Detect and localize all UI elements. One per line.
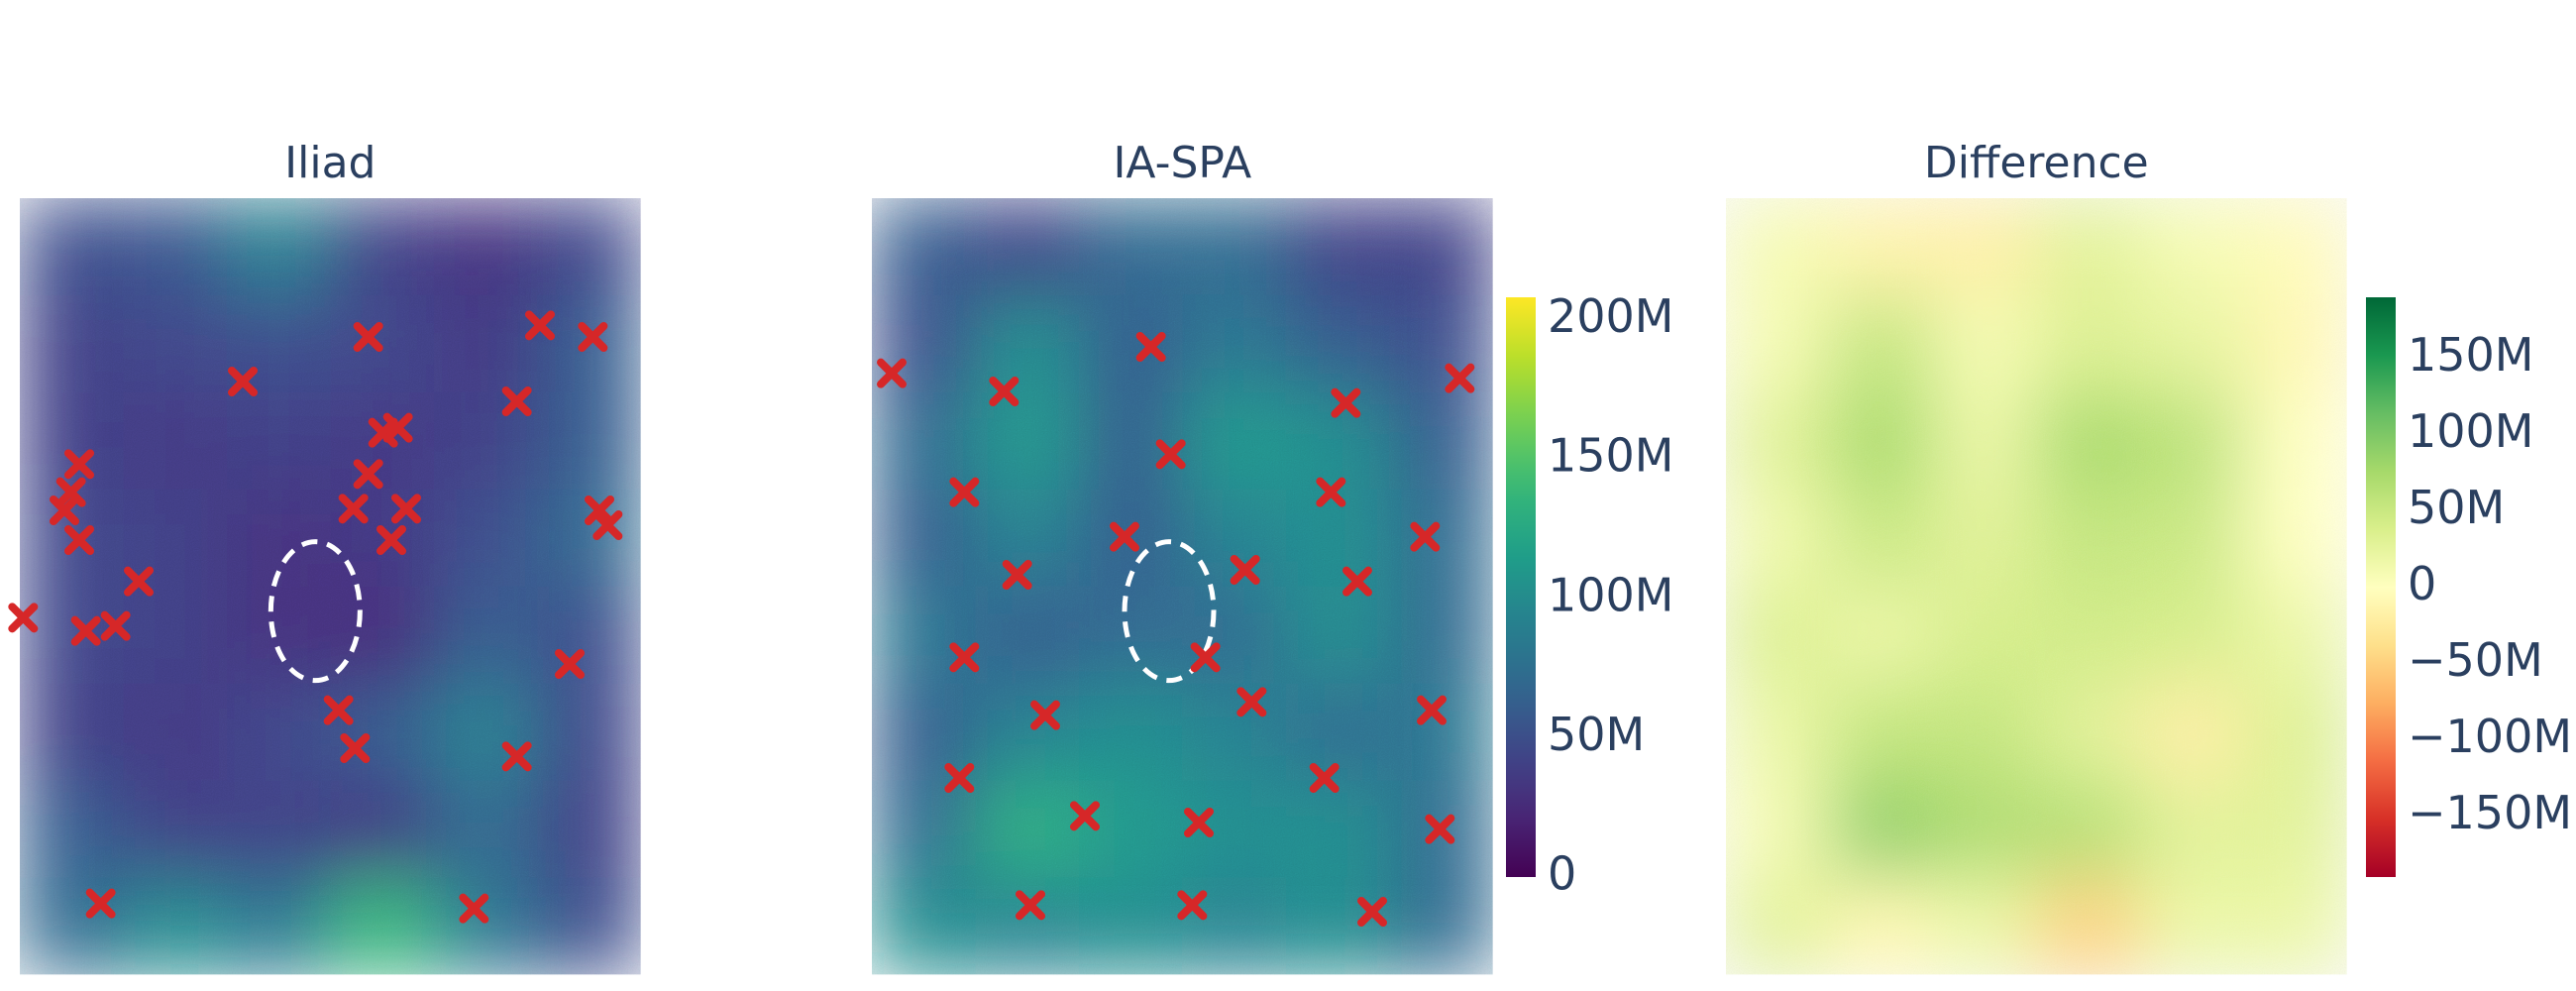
colorbar-tick-label: −100M	[2408, 710, 2572, 763]
marker	[391, 494, 421, 524]
highlight-ellipse	[1122, 539, 1217, 684]
marker	[1110, 521, 1139, 552]
colorbar-tick-label: 200M	[1548, 289, 1674, 343]
marker	[338, 494, 369, 524]
marker	[877, 358, 907, 388]
colorbar-tick-label: 100M	[1548, 568, 1674, 621]
marker	[1309, 763, 1340, 793]
colorbar	[1506, 297, 1536, 877]
colorbar-tick-label: 150M	[2408, 328, 2534, 382]
highlight-ellipse	[268, 539, 363, 684]
colorbar-tick-label: 50M	[1548, 708, 1645, 761]
marker	[100, 610, 131, 641]
marker	[1425, 814, 1455, 844]
colorbar-tick-label: 0	[2408, 557, 2436, 610]
colorbar-tick-label: 0	[1548, 847, 1576, 901]
heatmap	[872, 198, 1493, 975]
marker	[1445, 363, 1475, 393]
panel-title: Iliad	[284, 138, 376, 188]
marker	[124, 566, 154, 597]
marker	[585, 496, 614, 525]
texture	[872, 198, 1493, 975]
marker	[1331, 387, 1361, 418]
marker	[70, 615, 101, 646]
heatmap	[1726, 198, 2347, 975]
marker	[949, 477, 980, 507]
marker	[1417, 695, 1447, 725]
marker	[555, 649, 585, 679]
marker	[64, 449, 94, 480]
marker	[1070, 801, 1100, 831]
marker	[340, 733, 371, 763]
panel-title: Difference	[1924, 138, 2149, 188]
marker	[578, 322, 608, 352]
marker	[1002, 560, 1032, 590]
colorbar-tick-label: 150M	[1548, 429, 1674, 483]
marker	[85, 888, 116, 919]
marker	[1016, 890, 1045, 921]
marker	[501, 386, 532, 416]
marker	[8, 603, 39, 633]
marker	[1316, 477, 1346, 507]
marker	[50, 496, 79, 525]
marker	[228, 367, 258, 396]
marker	[1177, 890, 1208, 921]
marker	[525, 310, 555, 341]
marker	[1135, 332, 1166, 362]
marker	[353, 322, 383, 352]
marker	[1357, 897, 1387, 927]
texture	[1726, 198, 2347, 975]
marker	[1030, 700, 1060, 730]
marker	[989, 377, 1020, 406]
panel-title: IA-SPA	[1113, 138, 1251, 188]
marker	[949, 642, 980, 673]
marker	[1342, 566, 1372, 597]
marker	[64, 525, 94, 555]
colorbar-tick-label: −150M	[2408, 786, 2572, 839]
marker	[1230, 555, 1260, 585]
marker	[353, 459, 383, 490]
marker	[382, 412, 413, 443]
marker	[459, 893, 489, 924]
colorbar	[2366, 297, 2396, 877]
colorbar-tick-label: 100M	[2408, 404, 2534, 458]
marker	[1155, 439, 1186, 470]
marker	[1184, 808, 1214, 837]
marker	[501, 741, 532, 772]
marker	[944, 763, 975, 793]
marker	[376, 525, 406, 555]
marker	[323, 695, 354, 725]
colorbar-tick-label: 50M	[2408, 481, 2505, 534]
marker	[1410, 521, 1441, 552]
marker	[1190, 642, 1221, 673]
marker	[1236, 687, 1267, 717]
marker	[592, 510, 623, 540]
colorbar-tick-label: −50M	[2408, 633, 2543, 687]
